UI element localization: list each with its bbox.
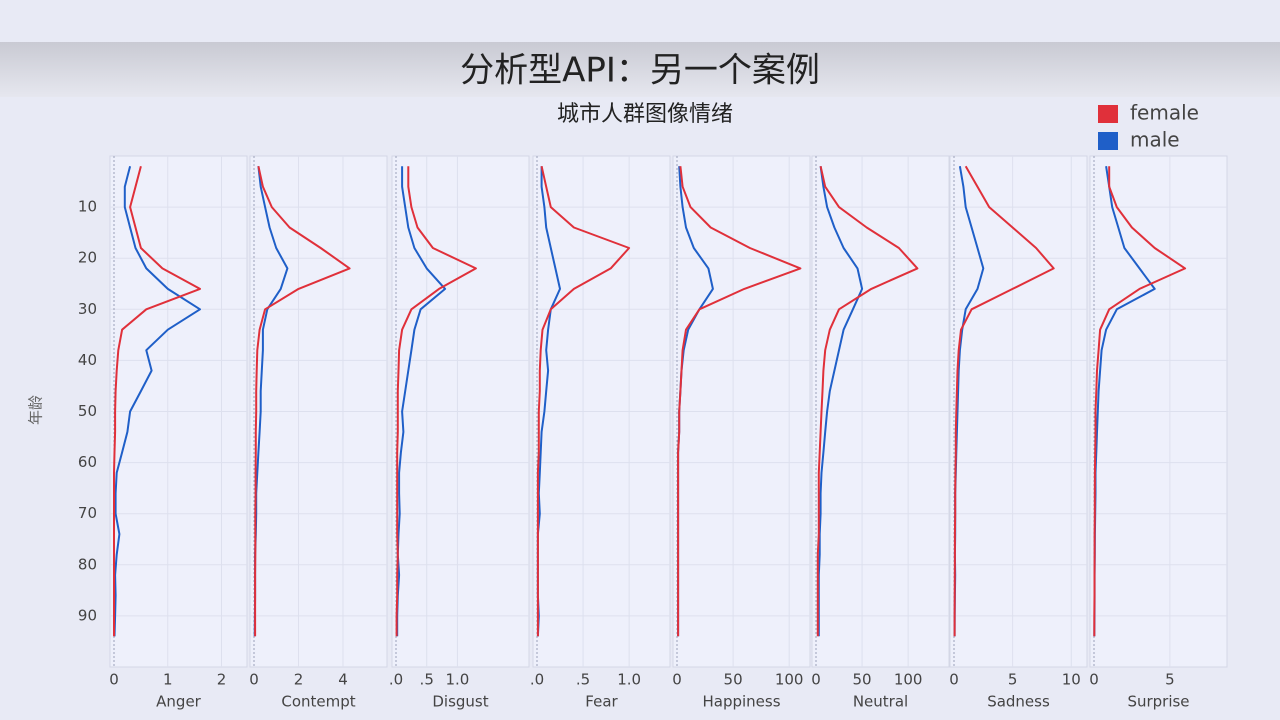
x-axis-label: Happiness [702, 693, 780, 711]
x-axis-label: Contempt [281, 693, 355, 711]
x-tick-label: .5 [420, 671, 434, 689]
legend-label: female [1130, 101, 1199, 125]
x-axis-label: Sadness [987, 693, 1050, 711]
x-tick-label: 100 [775, 671, 804, 689]
y-tick-label: 10 [78, 198, 97, 216]
x-axis-label: Surprise [1127, 693, 1189, 711]
x-tick-label: 0 [949, 671, 959, 689]
y-axis-label: 年龄 [27, 395, 45, 425]
title-band [0, 42, 1280, 97]
x-axis-label: Disgust [432, 693, 488, 711]
x-tick-label: 0 [109, 671, 119, 689]
x-tick-label: 5 [1008, 671, 1018, 689]
x-tick-label: 1.0 [445, 671, 469, 689]
y-tick-label: 30 [78, 300, 97, 318]
x-tick-label: 0 [1089, 671, 1099, 689]
series-line [395, 166, 477, 637]
x-tick-label: 4 [338, 671, 348, 689]
x-axis-label: Anger [156, 693, 202, 711]
series-line [113, 165, 201, 637]
legend-swatch [1098, 105, 1118, 123]
x-tick-label: 0 [249, 671, 259, 689]
series-line [817, 166, 864, 637]
x-tick-label: 100 [894, 671, 923, 689]
y-tick-label: 60 [78, 453, 97, 471]
x-tick-label: 5 [1165, 671, 1175, 689]
series-line [953, 165, 1055, 637]
x-tick-label: 50 [853, 671, 872, 689]
y-tick-label: 20 [78, 249, 97, 267]
legend-label: male [1130, 128, 1180, 152]
series-line [1093, 166, 1187, 637]
x-axis-label: Fear [585, 693, 618, 711]
series-line [536, 165, 631, 637]
slide-title: 分析型API：另一个案例 [460, 51, 820, 91]
legend-swatch [1098, 132, 1118, 150]
y-tick-label: 90 [78, 606, 97, 624]
x-tick-label: 0 [811, 671, 821, 689]
x-tick-label: .0 [389, 671, 403, 689]
series-line [677, 166, 802, 637]
x-tick-label: 1 [163, 671, 173, 689]
x-axis-label: Neutral [853, 693, 908, 711]
x-tick-label: 10 [1062, 671, 1081, 689]
series-line [254, 165, 351, 637]
y-tick-label: 80 [78, 555, 97, 573]
y-tick-label: 50 [78, 402, 97, 420]
x-tick-label: .0 [530, 671, 544, 689]
y-tick-label: 70 [78, 504, 97, 522]
x-tick-label: .5 [576, 671, 590, 689]
x-tick-label: 2 [294, 671, 304, 689]
series-line [816, 165, 919, 637]
x-tick-label: 2 [217, 671, 227, 689]
y-tick-label: 40 [78, 351, 97, 369]
x-tick-label: 1.0 [617, 671, 641, 689]
x-tick-label: 0 [672, 671, 682, 689]
series-line [113, 165, 201, 637]
chart-title: 城市人群图像情绪 [557, 102, 733, 127]
x-tick-label: 50 [724, 671, 743, 689]
